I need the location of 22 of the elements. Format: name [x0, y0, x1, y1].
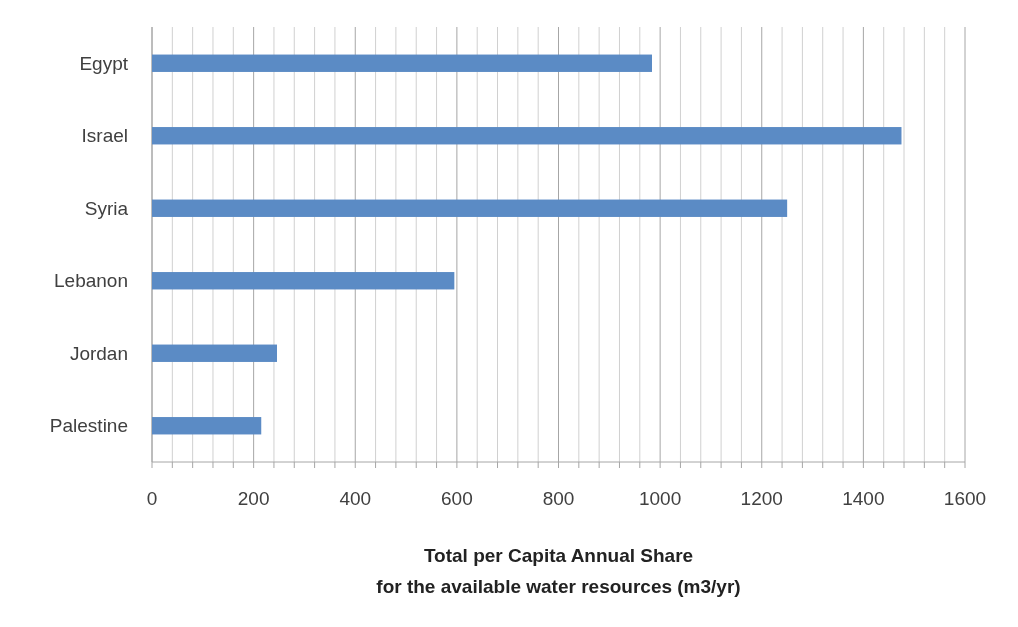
bar: [152, 54, 652, 72]
y-tick-label: Jordan: [69, 342, 128, 364]
x-tick-label: 600: [441, 488, 473, 509]
bar: [152, 199, 788, 217]
x-tick-label: 0: [146, 488, 158, 509]
bar: [152, 417, 262, 435]
y-tick-label: Israel: [81, 125, 128, 147]
y-tick-label: Syria: [84, 197, 129, 219]
x-tick-label: 200: [237, 488, 270, 509]
x-tick-label: 1200: [740, 488, 783, 509]
y-tick-label: Palestine: [49, 415, 128, 437]
bar: [152, 127, 902, 145]
bar: [152, 272, 455, 290]
x-tick-label: 800: [542, 488, 575, 509]
x-tick-label: 1600: [943, 488, 987, 509]
x-axis-title: Total per Capita Annual Share for the available water resources (m3/yr): [376, 545, 741, 597]
bar: [152, 344, 277, 362]
x-tick-label: 1000: [638, 488, 682, 509]
y-tick-label: Egypt: [79, 52, 129, 74]
y-tick-label: Lebanon: [54, 270, 128, 292]
x-tick-label: 400: [339, 488, 372, 509]
x-tick-label: 1400: [842, 488, 885, 509]
